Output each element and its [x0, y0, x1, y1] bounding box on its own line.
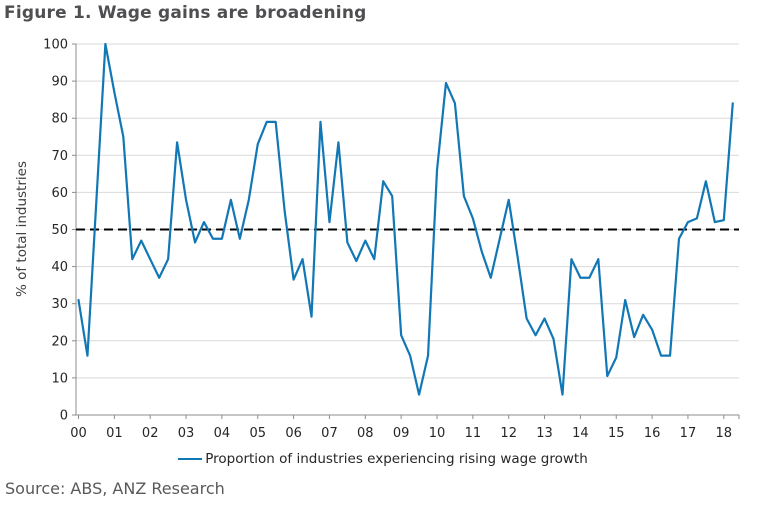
x-tick-label: 17	[680, 426, 697, 441]
x-tick-label: 06	[285, 426, 302, 441]
x-tick-label: 14	[572, 426, 589, 441]
legend-line-marker	[178, 458, 203, 460]
x-tick-label: 03	[178, 426, 195, 441]
y-tick-label: 40	[51, 260, 68, 275]
x-tick-label: 07	[321, 426, 338, 441]
y-tick-label: 80	[51, 112, 68, 127]
x-tick-label: 16	[644, 426, 661, 441]
y-tick-label: 60	[51, 186, 68, 201]
wage-growth-series-line	[77, 42, 734, 396]
y-tick-label: 0	[60, 409, 68, 424]
x-tick-label: 05	[249, 426, 266, 441]
x-tick-label: 00	[70, 426, 87, 441]
chart-legend: Proportion of industries experiencing ri…	[0, 449, 766, 469]
x-tick-label: 10	[429, 426, 446, 441]
x-tick-label: 09	[393, 426, 410, 441]
legend-label: Proportion of industries experiencing ri…	[205, 451, 588, 467]
y-tick-label: 70	[51, 149, 68, 164]
y-tick-label: 90	[51, 75, 68, 90]
x-tick-label: 08	[357, 426, 374, 441]
y-tick-label: 20	[51, 334, 68, 349]
y-tick-label: 30	[51, 297, 68, 312]
x-tick-label: 18	[716, 426, 733, 441]
x-tick-label: 12	[500, 426, 517, 441]
y-tick-label: 100	[43, 38, 68, 53]
x-tick-label: 02	[142, 426, 159, 441]
x-tick-label: 01	[106, 426, 123, 441]
x-tick-label: 13	[536, 426, 553, 441]
x-tick-label: 11	[465, 426, 482, 441]
figure-title: Figure 1. Wage gains are broadening	[4, 3, 367, 23]
x-tick-label: 04	[214, 426, 231, 441]
source-note: Source: ABS, ANZ Research	[5, 479, 225, 498]
y-tick-label: 50	[51, 223, 68, 238]
y-tick-label: 10	[51, 371, 68, 386]
x-tick-label: 15	[608, 426, 625, 441]
